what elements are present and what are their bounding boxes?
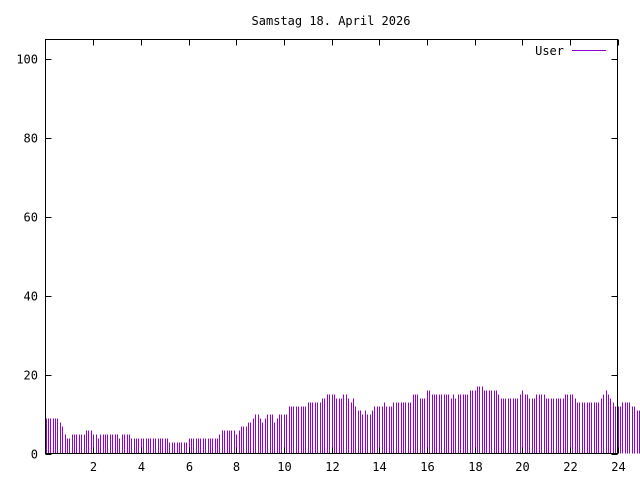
ticks-layer <box>45 39 619 455</box>
x-tick-label-6: 6 <box>186 460 193 474</box>
x-tick-label-2: 2 <box>90 460 97 474</box>
x-tick-label-24: 24 <box>611 460 625 474</box>
x-tick-label-14: 14 <box>372 460 386 474</box>
y-tick-label-0: 0 <box>31 448 38 462</box>
x-tick-label-12: 12 <box>325 460 339 474</box>
x-tick-label-4: 4 <box>138 460 145 474</box>
legend: User <box>535 44 606 58</box>
bars-layer <box>46 386 640 454</box>
x-tick-label-18: 18 <box>468 460 482 474</box>
x-tick-label-22: 22 <box>563 460 577 474</box>
x-tick-label-16: 16 <box>420 460 434 474</box>
y-tick-label-60: 60 <box>24 211 38 225</box>
x-tick-label-20: 20 <box>515 460 529 474</box>
chart-title: Samstag 18. April 2026 <box>252 14 411 28</box>
y-tick-label-20: 20 <box>24 369 38 383</box>
y-tick-label-100: 100 <box>16 53 38 67</box>
x-tick-label-8: 8 <box>233 460 240 474</box>
y-tick-label-40: 40 <box>24 290 38 304</box>
x-tick-label-10: 10 <box>277 460 291 474</box>
plot-frame <box>45 39 618 454</box>
legend-label-user: User <box>535 44 564 58</box>
y-tick-label-80: 80 <box>24 132 38 146</box>
